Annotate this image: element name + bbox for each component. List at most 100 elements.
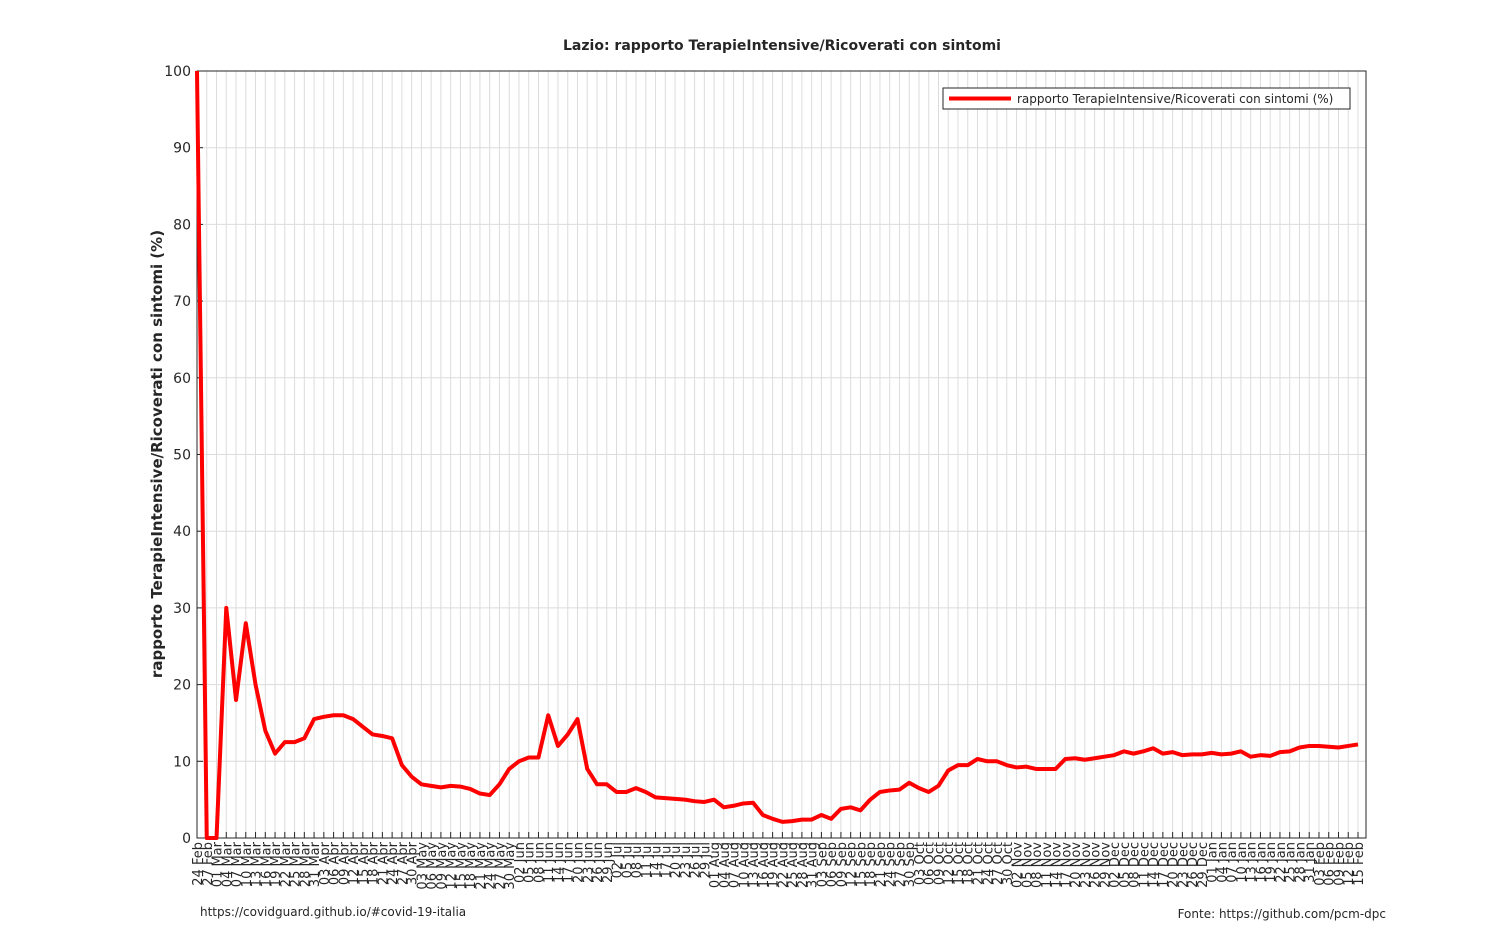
x-tick-label: 22 Mar: [279, 841, 294, 887]
x-tick-label: 27 Feb: [201, 842, 216, 886]
x-tick-label: 20 Nov: [1069, 842, 1084, 888]
x-tick-label: 11 Jul: [640, 842, 655, 878]
data-line: [195, 70, 1359, 840]
x-tick-label: 02 Nov: [1011, 842, 1026, 888]
x-tick-label: 25 Mar: [289, 841, 304, 887]
x-tick-label: 31 Aug: [806, 842, 821, 888]
x-tick-label: 22 Aug: [776, 842, 791, 888]
plot-frame: [196, 70, 1367, 839]
x-tick-label: 10 Aug: [737, 842, 752, 888]
x-tick-label: 29 Jul: [698, 842, 713, 878]
y-tick-label: 50: [173, 448, 191, 464]
x-tick-label: 03 Oct: [913, 842, 928, 885]
x-tick-label: 16 Aug: [757, 842, 772, 888]
x-tick-label: 26 Dec: [1186, 842, 1201, 888]
x-tick-label: 05 Dec: [1118, 842, 1133, 888]
y-tick-label: 90: [173, 141, 191, 157]
y-tick-label: 30: [173, 601, 191, 617]
x-tick-label: 19 Jan: [1264, 842, 1279, 883]
x-tick-label: 08 Nov: [1030, 842, 1045, 888]
x-tick-label: 14 Jun: [552, 842, 567, 883]
x-tick-label: 11 Jun: [542, 842, 557, 883]
x-tick-label: 27 Oct: [991, 842, 1006, 885]
x-tick-label: 16 Jan: [1254, 842, 1269, 883]
x-tick-label: 15 Feb: [1352, 842, 1367, 886]
y-tick-label: 70: [173, 294, 191, 310]
x-tick-label: 01 Aug: [708, 842, 723, 888]
x-tick-label: 23 Nov: [1079, 842, 1094, 888]
x-tick-label: 21 Oct: [972, 842, 987, 885]
x-tick-label: 13 Jan: [1245, 842, 1260, 883]
x-tick-label: 28 Mar: [298, 841, 313, 887]
x-tick-label: 12 May: [445, 842, 460, 890]
x-tick-label: 04 Aug: [718, 842, 733, 888]
x-tick-label: 11 Dec: [1137, 842, 1152, 888]
footer-right: Fonte: https://github.com/pcm-dpc: [1178, 907, 1386, 921]
x-tick-label: 09 Apr: [337, 841, 352, 885]
x-tick-label: 14 Jul: [650, 842, 665, 878]
y-tick-label: 60: [173, 371, 191, 387]
x-tick-label: 18 Sep: [864, 842, 879, 887]
x-tick-label: 22 Jan: [1274, 842, 1289, 883]
x-tick-label: 29 Nov: [1098, 842, 1113, 888]
x-tick-label: 12 Apr: [347, 841, 362, 885]
x-tick-label: 08 Jul: [630, 842, 645, 878]
x-tick-label: 26 Nov: [1089, 842, 1104, 888]
x-tick-label: 26 Jun: [591, 842, 606, 883]
y-axis-label: rapporto TerapieIntensive/Ricoverati con…: [148, 230, 166, 678]
chart-title: Lazio: rapporto TerapieIntensive/Ricover…: [563, 38, 1001, 54]
x-tick-label: 24 May: [484, 842, 499, 890]
x-tick-label: 12 Feb: [1342, 842, 1357, 886]
x-tick-label: 31 Mar: [308, 841, 323, 887]
x-tick-label: 05 Jun: [523, 842, 538, 883]
x-tick-label: 17 Jul: [659, 842, 674, 878]
x-tick-label: 08 Jun: [532, 842, 547, 883]
x-tick-label: 04 Mar: [220, 841, 235, 887]
x-tick-label: 21 Sep: [874, 842, 889, 887]
x-tick-label: 25 Jan: [1284, 842, 1299, 883]
x-tick-label: 30 May: [503, 842, 518, 890]
x-tick-label: 28 Jan: [1293, 842, 1308, 883]
x-tick-label: 23 Dec: [1176, 842, 1191, 888]
x-tick-label: 02 Dec: [1108, 842, 1123, 888]
x-tick-label: 27 Sep: [893, 842, 908, 887]
x-tick-label: 07 Aug: [728, 842, 743, 888]
x-tick-label: 24 Oct: [981, 842, 996, 885]
x-tick-label: 23 Jun: [581, 842, 596, 883]
x-tick-label: 05 Nov: [1020, 842, 1035, 888]
x-tick-label: 29 Dec: [1196, 842, 1211, 888]
legend-box: [942, 87, 1351, 110]
x-tick-label: 28 Aug: [796, 842, 811, 888]
x-tick-label: 15 Oct: [952, 842, 967, 885]
x-tick-label: 31 Jan: [1303, 842, 1318, 883]
x-tick-label: 04 Jan: [1215, 842, 1230, 883]
x-tick-label: 12 Sep: [845, 842, 860, 887]
x-tick-label: 10 Jan: [1235, 842, 1250, 883]
x-tick-label: 09 Sep: [835, 842, 850, 887]
plot: [195, 70, 1359, 840]
y-tick-label: 100: [164, 64, 191, 80]
x-tick-label: 18 May: [464, 842, 479, 890]
x-tick-label: 02 Jul: [611, 842, 626, 878]
x-tick-label: 11 Nov: [1040, 842, 1055, 888]
x-tick-label: 12 Oct: [942, 842, 957, 885]
legend: rapporto TerapieIntensive/Ricoverati con…: [942, 87, 1351, 110]
x-tick-label: 09 Oct: [932, 842, 947, 885]
x-tick-label: 14 Nov: [1050, 842, 1065, 888]
legend-label: rapporto TerapieIntensive/Ricoverati con…: [1017, 92, 1333, 106]
x-tick-label: 17 Dec: [1157, 842, 1172, 888]
x-tick-label: 02 Jun: [513, 842, 528, 883]
x-tick-label: 18 Oct: [962, 842, 977, 885]
x-tick-label: 27 May: [493, 842, 508, 890]
x-tick-label: 07 Jan: [1225, 842, 1240, 883]
x-tick-label: 06 May: [425, 842, 440, 890]
x-tick-label: 27 Apr: [396, 841, 411, 885]
x-tick-label: 26 Jul: [689, 842, 704, 878]
y-tick-label: 40: [173, 524, 191, 540]
x-tick-label: 23 Jul: [679, 842, 694, 878]
x-tick-label: 01 Mar: [211, 841, 226, 887]
x-tick-label: 03 Feb: [1313, 842, 1328, 886]
x-tick-label: 13 Aug: [747, 842, 762, 888]
